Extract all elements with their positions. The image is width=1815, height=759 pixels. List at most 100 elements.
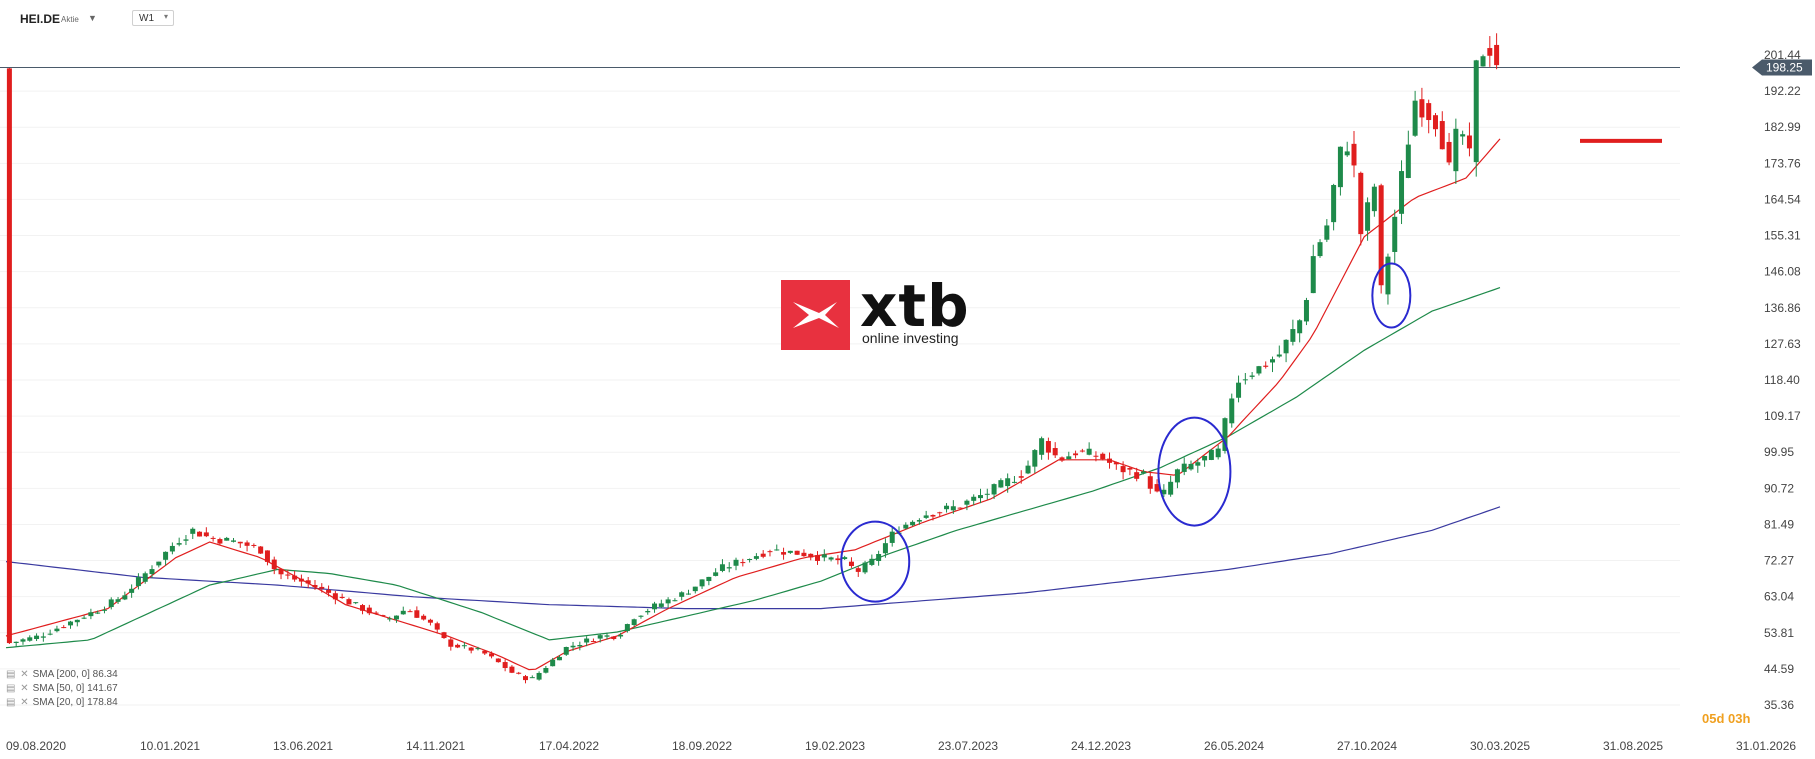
candle-body [753,556,759,559]
candle [156,561,162,568]
sma50-path [5,287,1501,649]
candle-body [645,610,651,613]
candle-body [1324,225,1330,240]
candle-body [747,559,753,561]
candle-body [1405,144,1411,178]
candle [706,576,712,586]
candle-body [326,589,332,593]
candle-body [1100,453,1106,460]
y-tick-label: 109.17 [1764,409,1801,423]
candle [475,646,481,651]
candle [115,597,121,605]
y-tick-label: 182.99 [1764,120,1801,134]
x-tick-label: 14.11.2021 [406,739,465,753]
candle [210,536,216,542]
candle-body [421,615,427,620]
settings-icon[interactable]: ▤ ✕ [6,697,30,708]
candle-body [1039,438,1045,455]
candle-body [1310,256,1316,294]
candle [509,665,515,674]
candle [1426,99,1432,134]
candle [971,494,977,506]
candle-body [380,615,386,617]
timeframe-select[interactable]: W1 ▾ [132,10,174,26]
x-tick-label: 23.07.2023 [938,739,998,753]
symbol-name[interactable]: HEI.DE [20,12,61,26]
candle-body [1419,99,1425,118]
chevron-down-icon[interactable]: ▾ [163,12,168,21]
settings-icon[interactable]: ▤ ✕ [6,669,30,680]
indicator-legend-sma50[interactable]: ▤ ✕ SMA [50, 0] 141.67 [6,683,118,694]
candle-body [624,624,630,632]
candle [556,655,562,661]
candle [753,553,759,561]
indicator-legend-sma20[interactable]: ▤ ✕ SMA [20, 0] 178.84 [6,697,118,708]
candle-body [1392,216,1398,252]
y-tick-label: 173.76 [1764,156,1801,170]
candle [977,488,983,504]
candle-body [448,639,454,647]
candle-body [862,562,868,573]
candle-body [971,496,977,501]
candle [1283,339,1289,363]
candle-body [631,619,637,626]
candle-body [550,659,556,667]
candle-body [930,514,936,517]
indicator-legend-sma200[interactable]: ▤ ✕ SMA [200, 0] 86.34 [6,669,118,680]
candle [1113,461,1119,470]
candle-body [1018,476,1024,478]
candle [332,590,338,605]
candle-body [787,550,793,553]
candle [529,675,535,679]
candle [1161,484,1167,498]
candle-body [889,531,895,543]
x-tick-label: 13.06.2021 [273,739,333,753]
candle [1263,361,1269,369]
candle-body [54,628,60,632]
candle-body [475,648,481,650]
candle [339,593,345,599]
candle [916,518,922,525]
candle [584,636,590,647]
candle-body [835,558,841,561]
candle [713,568,719,577]
candle-body [516,672,522,674]
candle-body [563,647,569,655]
candle [393,615,399,623]
candle-body [1134,472,1140,479]
candle [1086,442,1092,456]
x-tick-label: 31.01.2026 [1736,739,1796,753]
candle-body [855,568,861,572]
candle-body [1473,60,1479,163]
candle [1236,375,1242,403]
candle-body [1093,455,1099,457]
candle [1168,475,1174,497]
y-tick-label: 192.22 [1764,84,1801,98]
candle-body [13,641,19,643]
candle [835,555,841,565]
candle-body [991,484,997,495]
candle [1432,112,1438,137]
candle [360,603,366,615]
indicator-label: SMA [200, 0] 86.34 [32,669,118,680]
candle-body [482,650,488,654]
candle [1317,239,1323,258]
candle-body [298,578,304,582]
candle [95,610,101,615]
settings-icon[interactable]: ▤ ✕ [6,683,30,694]
candle [563,646,569,656]
logo-wordmark: xtb [860,272,970,340]
candle-body [1174,469,1180,483]
candle-body [1025,465,1031,474]
chevron-down-icon[interactable]: ▼ [88,13,97,23]
candle-body [1399,171,1405,214]
candle [387,616,393,622]
candle-body [1460,134,1466,137]
candle-body [760,553,766,557]
candle [699,579,705,589]
candle-body [285,574,291,576]
candle [1039,436,1045,460]
candle-body [713,572,719,576]
candle-body [251,544,257,546]
